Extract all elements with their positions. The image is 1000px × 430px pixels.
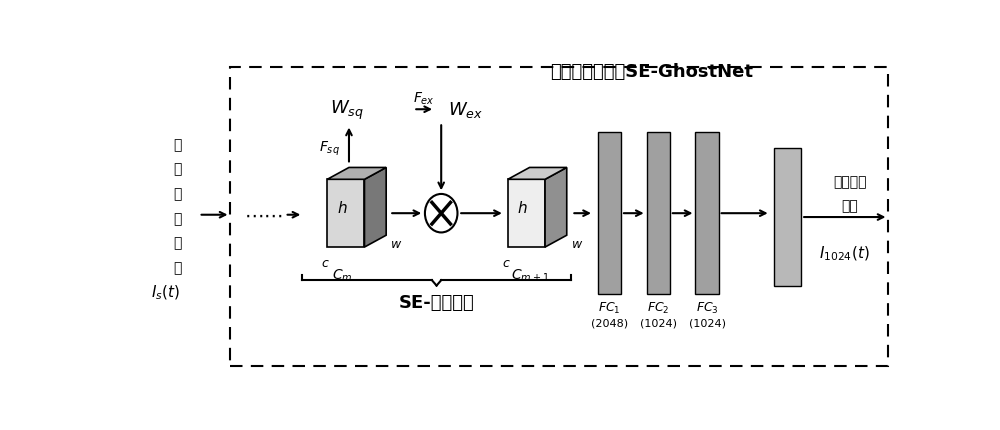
Text: $W_{ex}$: $W_{ex}$ <box>448 100 484 120</box>
Polygon shape <box>508 168 567 180</box>
Text: $F_{ex}$: $F_{ex}$ <box>413 90 435 107</box>
Text: $\cdots\cdots$: $\cdots\cdots$ <box>244 206 282 225</box>
Bar <box>598 133 621 295</box>
Text: $F_{sq}$: $F_{sq}$ <box>319 139 340 157</box>
Text: $I_{1024}(t)$: $I_{1024}(t)$ <box>819 245 870 263</box>
Text: $FC_3$: $FC_3$ <box>696 301 718 316</box>
Text: $C_{m+1}$: $C_{m+1}$ <box>511 267 549 283</box>
Text: $c$: $c$ <box>502 257 511 270</box>
Bar <box>230 68 888 366</box>
Polygon shape <box>545 168 567 248</box>
Text: $c$: $c$ <box>321 257 330 270</box>
Polygon shape <box>327 168 386 180</box>
Text: $w$: $w$ <box>390 238 402 251</box>
Text: $FC_2$: $FC_2$ <box>647 301 669 316</box>
Polygon shape <box>508 180 545 248</box>
Bar <box>647 133 670 295</box>
Text: 矢量: 矢量 <box>841 199 858 213</box>
Text: $h$: $h$ <box>337 200 347 215</box>
Text: $I_s(t)$: $I_s(t)$ <box>151 283 180 301</box>
Text: 语: 语 <box>174 211 182 225</box>
Text: SE-卷积单元: SE-卷积单元 <box>399 294 474 312</box>
Text: 多: 多 <box>174 138 182 151</box>
Text: (1024): (1024) <box>689 317 726 327</box>
Text: 道: 道 <box>174 187 182 201</box>
Polygon shape <box>327 180 364 248</box>
Text: $FC_1$: $FC_1$ <box>598 301 621 316</box>
Text: (2048): (2048) <box>591 317 628 327</box>
Text: (1024): (1024) <box>640 317 677 327</box>
Text: 特征自编码网络SE-GhostNet: 特征自编码网络SE-GhostNet <box>550 63 754 80</box>
Text: $W_{sq}$: $W_{sq}$ <box>330 98 364 122</box>
Text: $h$: $h$ <box>517 200 528 215</box>
Polygon shape <box>364 168 386 248</box>
Ellipse shape <box>425 194 457 233</box>
Text: 谱: 谱 <box>174 236 182 250</box>
Text: $w$: $w$ <box>571 238 583 251</box>
Bar <box>774 148 801 287</box>
Text: 时频特征: 时频特征 <box>833 175 866 188</box>
Text: 图: 图 <box>174 261 182 274</box>
Bar <box>695 133 719 295</box>
Text: 通: 通 <box>174 162 182 176</box>
Text: $C_m$: $C_m$ <box>332 267 352 283</box>
